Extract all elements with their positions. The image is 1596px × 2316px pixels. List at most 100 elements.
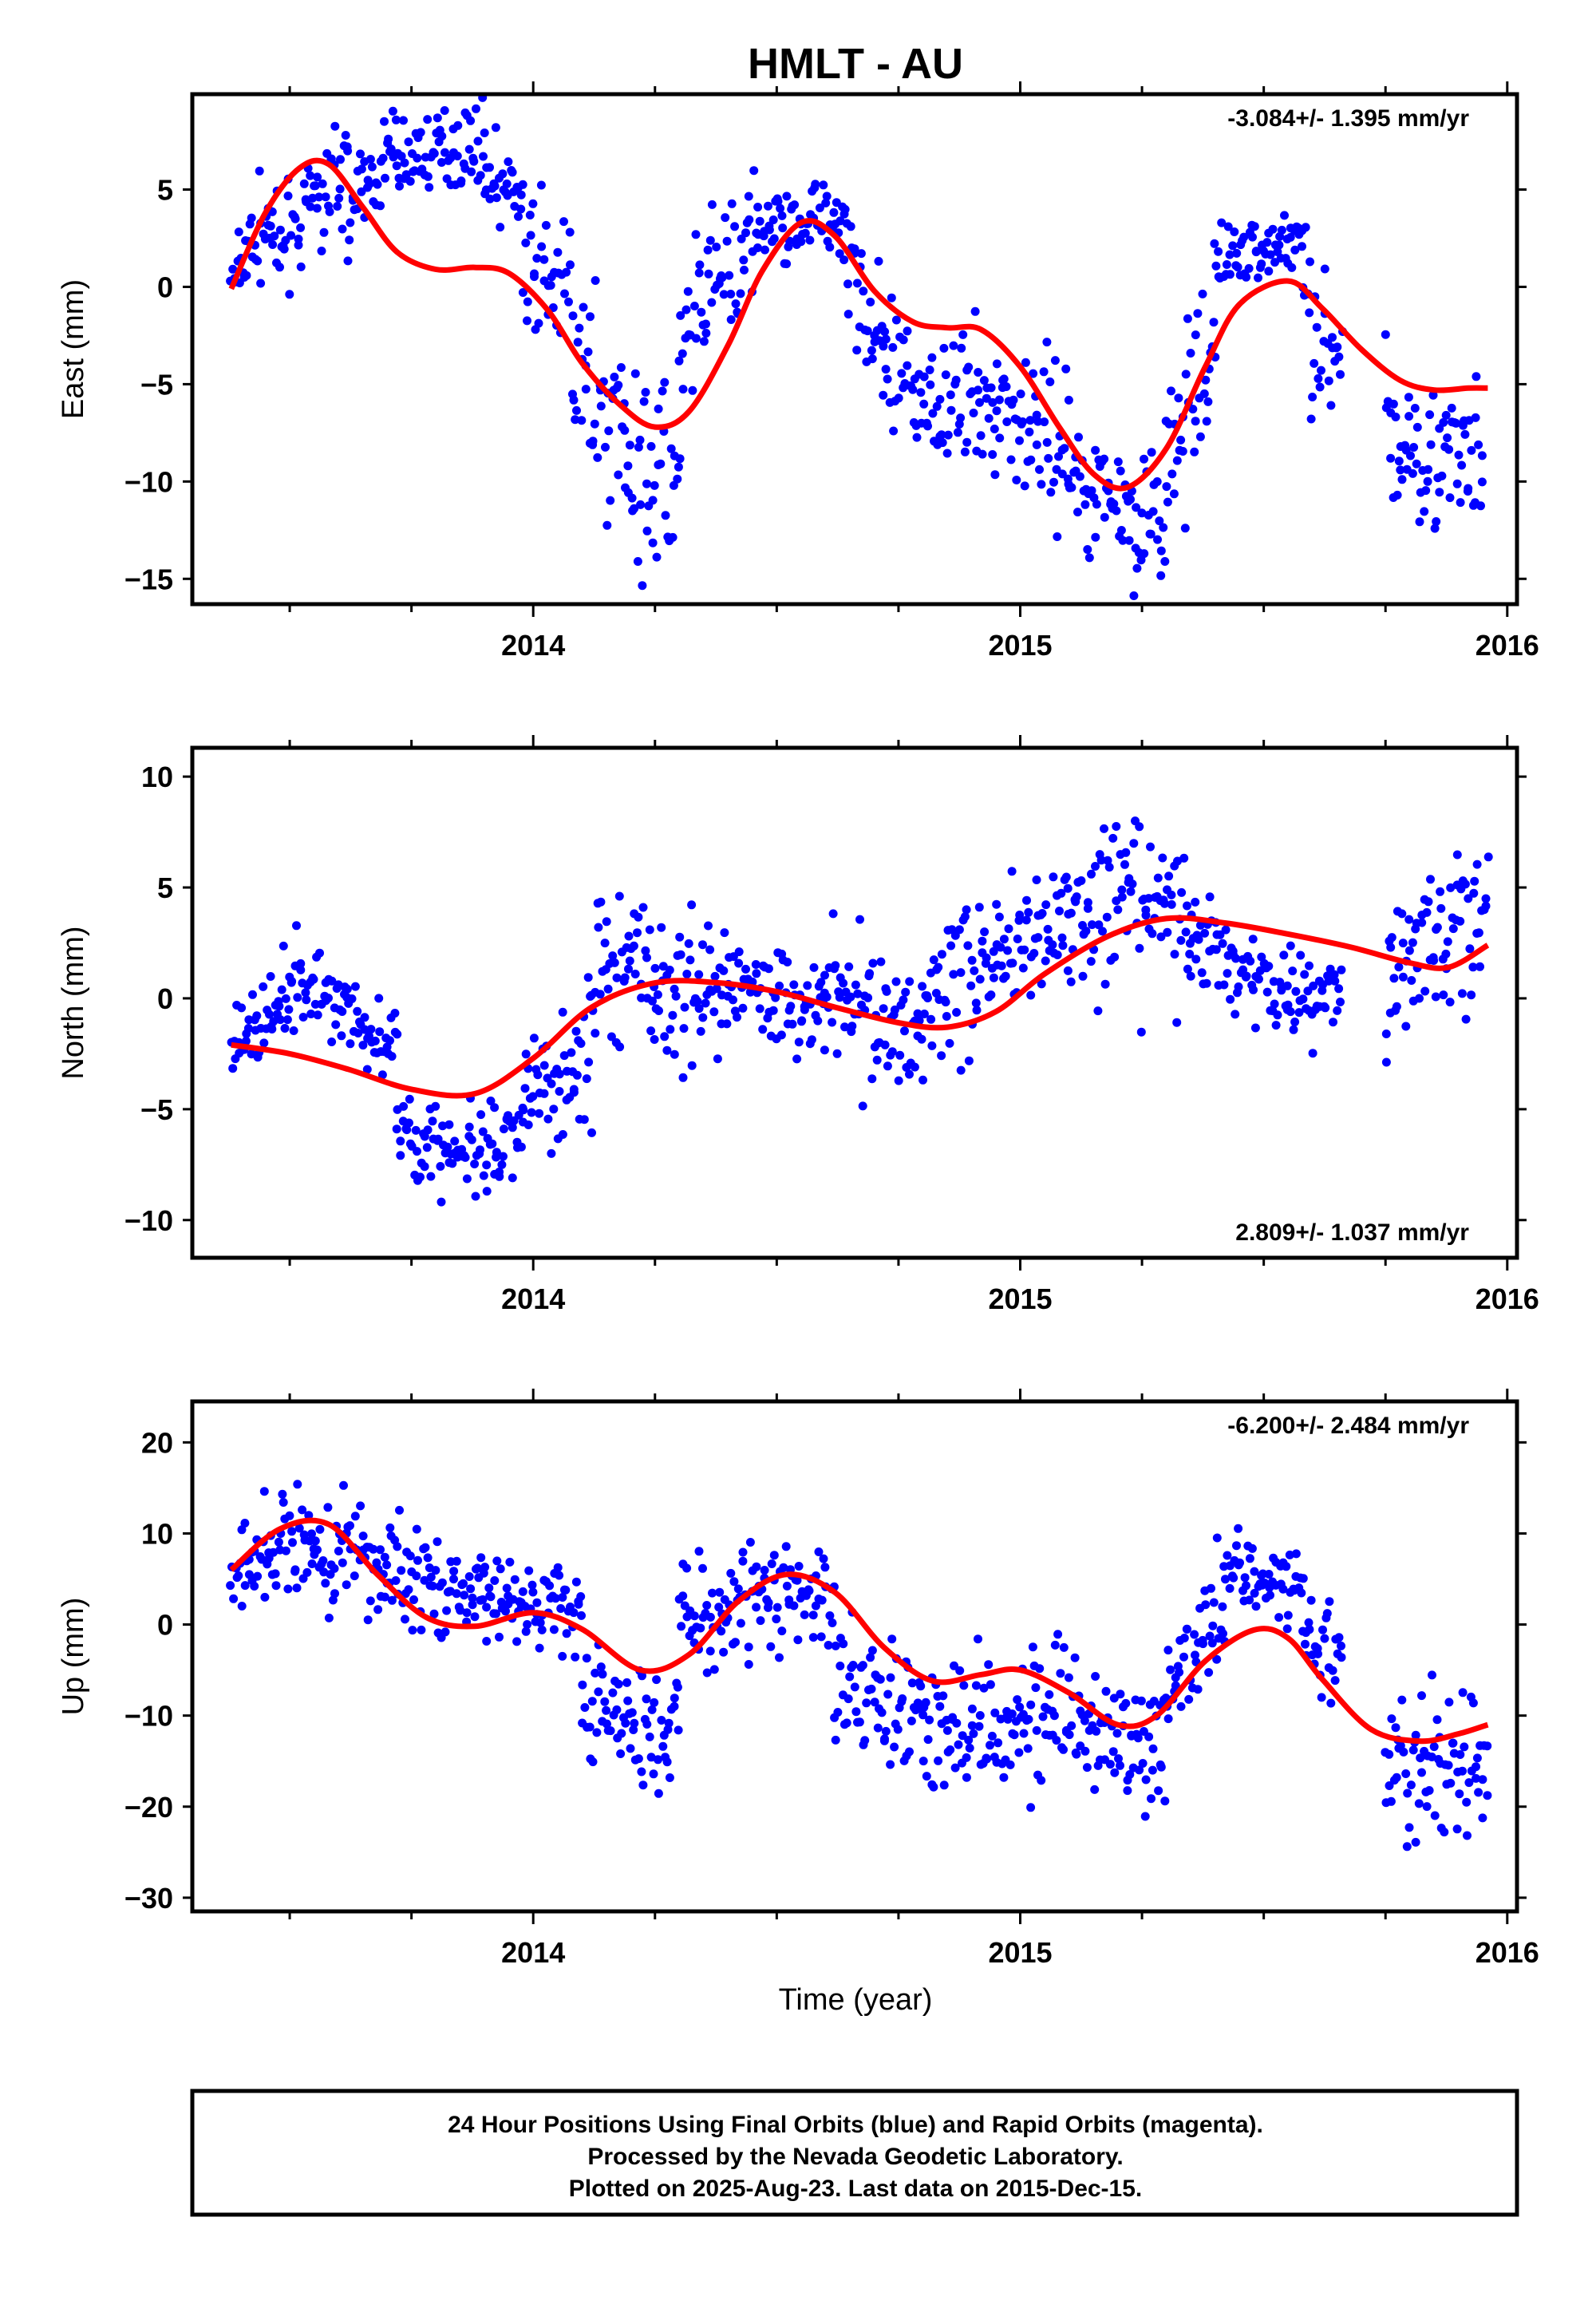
data-point (645, 1732, 654, 1741)
data-point (228, 1064, 238, 1073)
data-point (584, 1057, 594, 1067)
data-point (428, 1581, 437, 1591)
data-point (1086, 957, 1096, 966)
data-point (1020, 945, 1029, 954)
data-point (470, 1612, 480, 1622)
data-point (829, 207, 839, 217)
data-point (839, 1639, 848, 1649)
data-point (535, 1618, 545, 1627)
data-point (1458, 1766, 1467, 1776)
data-point (962, 437, 972, 447)
data-point (825, 243, 835, 252)
data-point (817, 1595, 827, 1605)
data-point (627, 1708, 637, 1717)
data-point (555, 1069, 564, 1079)
data-point (1060, 444, 1069, 453)
data-point (1091, 1672, 1100, 1681)
data-point (334, 1547, 343, 1555)
data-point (845, 1672, 855, 1682)
data-point (1234, 982, 1243, 991)
data-point (1244, 263, 1254, 273)
data-point (788, 1019, 797, 1029)
data-point (658, 1741, 668, 1751)
data-point (237, 1525, 247, 1535)
data-point (606, 1032, 616, 1041)
data-point (1135, 822, 1144, 832)
data-point (1176, 935, 1186, 945)
data-point (1478, 1813, 1487, 1823)
data-point (1066, 977, 1076, 986)
data-point (1242, 272, 1251, 282)
data-point (1452, 850, 1462, 860)
data-point (891, 977, 901, 986)
data-point (956, 413, 966, 423)
data-point (429, 148, 439, 158)
data-point (401, 170, 411, 180)
data-point (653, 990, 662, 999)
data-point (268, 240, 278, 249)
data-point (779, 1563, 788, 1572)
data-point (1153, 873, 1163, 883)
data-point (764, 964, 773, 974)
data-point (1064, 1673, 1073, 1682)
data-point (971, 1681, 981, 1690)
data-point (886, 1673, 895, 1682)
data-point (1148, 1765, 1157, 1775)
data-point (934, 962, 943, 972)
data-point (471, 1192, 480, 1201)
data-point (1031, 1683, 1041, 1693)
data-point (858, 1101, 867, 1111)
data-point (547, 1079, 556, 1089)
data-point (695, 260, 705, 270)
data-point (479, 1171, 488, 1180)
data-point (886, 1760, 895, 1769)
data-point (437, 132, 447, 141)
data-point (903, 361, 912, 370)
data-point (1033, 933, 1043, 943)
data-point (726, 315, 736, 324)
data-point (365, 179, 374, 188)
data-point (485, 194, 495, 204)
data-point (468, 1593, 477, 1603)
data-point (1140, 454, 1148, 464)
data-point (852, 346, 862, 355)
data-point (1026, 1700, 1036, 1709)
data-point (652, 552, 662, 562)
data-point (873, 1723, 883, 1733)
data-point (899, 995, 908, 1005)
data-point (279, 1498, 288, 1507)
data-point (895, 1050, 905, 1060)
data-point (1057, 933, 1067, 943)
data-point (950, 1661, 958, 1670)
data-point (327, 976, 337, 986)
data-point (1179, 1652, 1188, 1662)
data-point (1041, 900, 1051, 910)
data-point (678, 1591, 688, 1601)
data-point (639, 397, 649, 406)
data-point (1441, 410, 1451, 420)
data-point (1140, 549, 1149, 559)
data-point (569, 1085, 579, 1094)
data-point (1152, 477, 1162, 486)
data-point (1193, 1685, 1203, 1694)
data-point (1394, 962, 1404, 972)
data-point (992, 899, 1001, 909)
data-point (1191, 330, 1200, 340)
data-point (1334, 984, 1344, 994)
data-point (792, 1054, 802, 1064)
data-point (1250, 222, 1259, 231)
data-point (903, 326, 912, 336)
data-point (949, 341, 958, 350)
data-point (660, 1032, 670, 1041)
data-point (1443, 937, 1452, 947)
footer-line-2: Processed by the Nevada Geodetic Laborat… (587, 2144, 1123, 2170)
data-point (901, 987, 911, 997)
data-point (600, 939, 610, 948)
data-point (572, 1070, 582, 1080)
data-point (954, 1740, 963, 1749)
data-point (1257, 259, 1266, 269)
data-point (1176, 1701, 1186, 1711)
data-point (726, 1568, 736, 1578)
data-point (974, 903, 984, 912)
data-point (752, 1603, 761, 1612)
